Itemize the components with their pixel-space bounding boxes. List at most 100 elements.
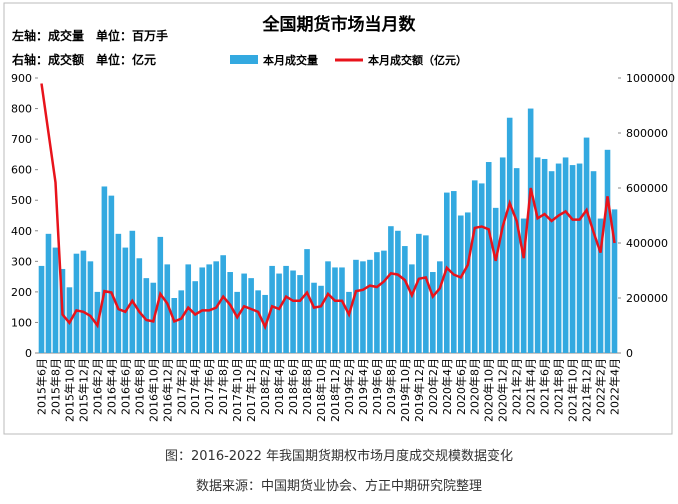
x-tick-label: 2020年12月	[496, 358, 510, 422]
y-tick-label: 700	[11, 133, 32, 146]
x-tick-label: 2017年4月	[188, 358, 202, 415]
x-tick-label: 2018年8月	[300, 358, 314, 415]
x-tick-label: 2015年8月	[48, 358, 62, 415]
bar	[227, 272, 233, 353]
x-tick-label: 2018年2月	[258, 358, 272, 415]
bar	[304, 249, 310, 353]
x-tick-label: 2020年10月	[482, 358, 496, 422]
bar	[129, 230, 136, 353]
x-tick-label: 2017年2月	[174, 358, 188, 415]
bar	[444, 192, 450, 353]
bar	[506, 117, 513, 353]
x-tick-label: 2020年6月	[454, 358, 468, 415]
bar	[136, 258, 143, 353]
bar	[374, 252, 380, 353]
x-tick-label: 2017年6月	[202, 358, 216, 415]
bar	[457, 215, 464, 353]
bar	[416, 233, 422, 353]
x-tick-label: 2015年6月	[34, 358, 48, 415]
bar	[534, 157, 541, 353]
bar	[339, 267, 345, 353]
bar	[122, 247, 129, 353]
bar	[164, 264, 171, 353]
chart-frame	[3, 2, 673, 435]
x-tick-label: 2015年10月	[62, 358, 76, 422]
bar	[402, 246, 408, 353]
bar	[597, 218, 604, 353]
x-tick-label: 2019年4月	[356, 358, 370, 415]
bar	[45, 233, 52, 353]
x-tick-label: 2019年10月	[398, 358, 412, 422]
y-tick-label: 800	[11, 103, 32, 116]
bar	[388, 226, 394, 353]
y-tick-label: 200	[11, 286, 32, 299]
y-tick-label: 600	[11, 164, 32, 177]
bar	[80, 250, 87, 353]
bar	[499, 157, 506, 353]
bar	[367, 259, 373, 353]
y2-tick-label: 1000000	[626, 72, 675, 85]
bar	[409, 264, 415, 353]
bar	[604, 149, 611, 353]
x-tick-label: 2016年8月	[132, 358, 146, 415]
bar	[115, 233, 122, 353]
bar	[527, 108, 534, 353]
bar	[101, 186, 108, 353]
bar	[66, 287, 73, 353]
x-tick-label: 2021年4月	[524, 358, 538, 415]
bar	[548, 171, 555, 353]
x-tick-label: 2020年8月	[468, 358, 482, 415]
bar	[611, 209, 618, 353]
bar	[220, 255, 226, 353]
x-tick-label: 2021年6月	[538, 358, 552, 415]
bar	[38, 265, 45, 353]
bar	[325, 261, 331, 353]
x-tick-label: 2019年12月	[412, 358, 426, 422]
bar	[52, 247, 59, 353]
bar	[450, 191, 457, 353]
bar	[87, 261, 94, 353]
bar	[353, 259, 359, 353]
bar	[276, 273, 282, 353]
bar	[255, 290, 261, 353]
x-tick-label: 2021年8月	[552, 358, 566, 415]
bar	[234, 291, 240, 353]
legend-label: 本月成交量	[263, 53, 318, 67]
y-tick-label: 900	[11, 72, 32, 85]
bar	[318, 285, 324, 353]
line	[40, 83, 616, 331]
bar	[569, 165, 576, 353]
bar	[555, 163, 562, 353]
y2-tick-label: 200000	[626, 292, 668, 305]
bar	[290, 270, 296, 353]
x-tick-label: 2016年12月	[160, 358, 174, 422]
bar	[332, 267, 338, 353]
y2-tick-label: 400000	[626, 237, 668, 250]
bar	[283, 265, 289, 353]
y-tick-label: 0	[25, 347, 32, 360]
bar	[520, 218, 527, 353]
x-tick-label: 2021年12月	[580, 358, 594, 422]
bar	[346, 291, 352, 353]
bar	[360, 261, 366, 353]
bar	[108, 195, 115, 353]
bar	[192, 281, 199, 353]
bar	[464, 212, 471, 353]
x-tick-label: 2017年8月	[216, 358, 230, 415]
bar	[311, 282, 317, 353]
bar	[73, 253, 80, 353]
x-tick-label: 2016年2月	[90, 358, 104, 415]
bar	[583, 137, 590, 353]
x-tick-label: 2019年8月	[384, 358, 398, 415]
bar	[178, 290, 185, 353]
bar	[297, 275, 303, 353]
bar	[576, 163, 583, 353]
bar	[171, 298, 178, 353]
bar	[590, 171, 597, 353]
y2-tick-label: 800000	[626, 127, 668, 140]
chart-title: 全国期货市场当月数	[262, 14, 417, 35]
legend-swatch	[230, 55, 258, 64]
x-tick-label: 2020年2月	[426, 358, 440, 415]
x-tick-label: 2016年4月	[104, 358, 118, 415]
